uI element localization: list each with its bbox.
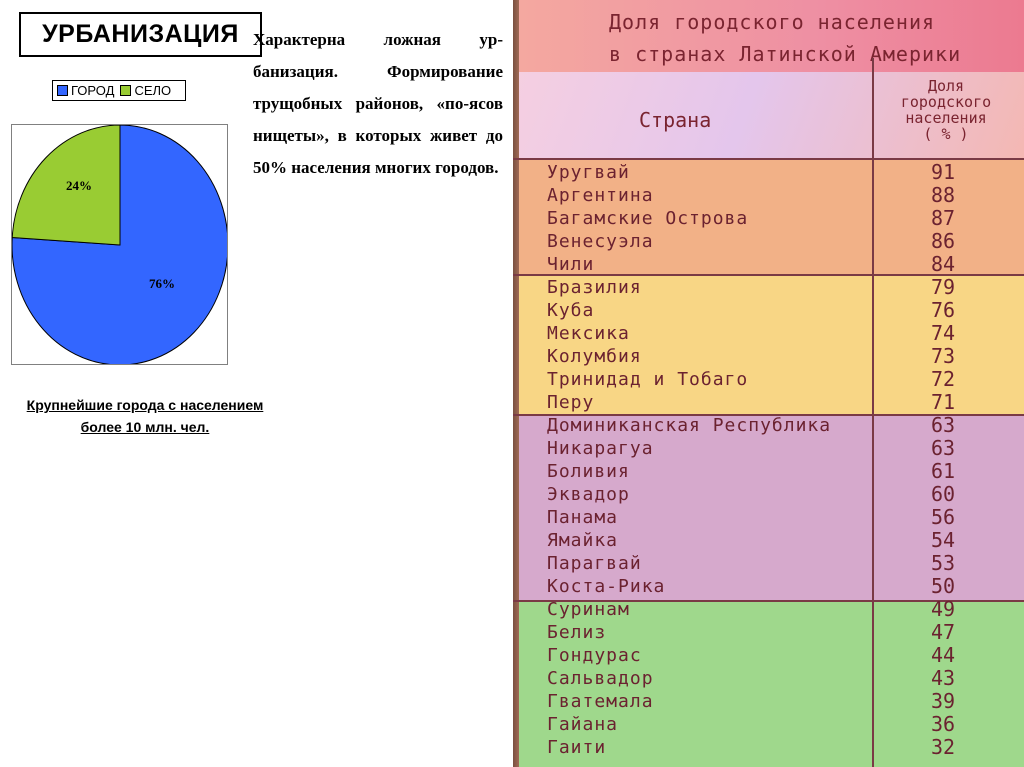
table-row-country: Боливия <box>547 461 630 482</box>
table-row-country: Колумбия <box>547 346 642 367</box>
table-row-country: Куба <box>547 300 595 321</box>
table-row-country: Ямайка <box>547 530 619 551</box>
legend-swatch-city <box>57 85 68 96</box>
pie-label-village: 24% <box>66 178 92 193</box>
table-title-line-2: в странах Латинской Америки <box>609 42 962 66</box>
table-row-value: 88 <box>930 183 956 207</box>
column-header-share-line-2: городского <box>900 93 992 111</box>
table-row-value: 72 <box>930 367 956 391</box>
table-row-country: Никарагуа <box>547 438 654 459</box>
column-header-share: Доля городского населения ( % ) <box>881 78 1011 142</box>
chart-legend: ГОРОД СЕЛО <box>52 80 186 101</box>
table-separator-2 <box>513 274 1024 276</box>
table-row-value: 87 <box>930 206 956 230</box>
table-row-value: 39 <box>930 689 956 713</box>
table-row-value: 53 <box>930 551 956 575</box>
table-row-value: 63 <box>930 436 956 460</box>
column-header-share-line-4: ( % ) <box>923 125 969 143</box>
cities-caption: Крупнейшие города с населением более 10 … <box>0 394 290 438</box>
table-row-value: 43 <box>930 666 956 690</box>
table-row-value: 71 <box>930 390 956 414</box>
legend-label-village: СЕЛО <box>134 83 172 98</box>
pie-slice-village <box>11 124 121 246</box>
table-row-country: Гайана <box>547 714 619 735</box>
table-row-country: Суринам <box>547 599 630 620</box>
table-row-country: Сальвадор <box>547 668 654 689</box>
table-row-country: Белиз <box>547 622 607 643</box>
slide-description: Характерна ложная ур-банизация. Формиров… <box>253 30 503 177</box>
caption-line-2: более 10 млн. чел. <box>80 419 210 435</box>
table-row-value: 91 <box>930 160 956 184</box>
table-row-country: Перу <box>547 392 595 413</box>
table-group-1 <box>519 158 1024 276</box>
table-row-country: Гватемала <box>547 691 654 712</box>
table-row-value: 79 <box>930 275 956 299</box>
table-row-value: 61 <box>930 459 956 483</box>
legend-item-village: СЕЛО <box>120 83 171 98</box>
table-row-value: 47 <box>930 620 956 644</box>
table-separator-3 <box>513 414 1024 416</box>
table-row-country: Тринидад и Тобаго <box>547 369 749 390</box>
table-row-country: Гондурас <box>547 645 642 666</box>
table-row-country: Коста-Рика <box>547 576 666 597</box>
table-row-value: 36 <box>930 712 956 736</box>
table-row-country: Доминиканская Республика <box>547 415 832 436</box>
table-row-value: 73 <box>930 344 956 368</box>
table-row-value: 56 <box>930 505 956 529</box>
table-title: Доля городского населения в странах Лати… <box>609 6 961 70</box>
table-title-line-1: Доля городского населения <box>609 10 936 34</box>
table-row-country: Гаити <box>547 737 607 758</box>
table-row-country: Парагвай <box>547 553 642 574</box>
table-group-4 <box>519 600 1024 767</box>
pie-chart-frame: 76% 24% <box>11 124 229 366</box>
pie-chart: 76% 24% <box>11 124 229 366</box>
pie-slice-city <box>11 124 229 366</box>
table-column-header: Страна Доля городского населения ( % ) <box>519 72 1024 158</box>
table-row-value: 60 <box>930 482 956 506</box>
table-group-2 <box>519 276 1024 414</box>
table-row-value: 54 <box>930 528 956 552</box>
table-row-value: 74 <box>930 321 956 345</box>
table-row-country: Бразилия <box>547 277 642 298</box>
table-row-value: 86 <box>930 229 956 253</box>
caption-line-1: Крупнейшие города с населением <box>26 397 264 413</box>
table-row-country: Панама <box>547 507 619 528</box>
pie-label-city: 76% <box>149 276 175 291</box>
table-row-country: Багамские Острова <box>547 208 749 229</box>
table-row-value: 44 <box>930 643 956 667</box>
slide-title: УРБАНИЗАЦИЯ <box>19 12 262 57</box>
table-row-value: 49 <box>930 597 956 621</box>
column-header-share-line-1: Доля <box>927 77 965 95</box>
table-row-country: Эквадор <box>547 484 630 505</box>
legend-label-city: ГОРОД <box>71 83 115 98</box>
table-row-country: Чили <box>547 254 595 275</box>
table-row-value: 50 <box>930 574 956 598</box>
table-separator-1 <box>513 158 1024 160</box>
legend-swatch-village <box>120 85 132 96</box>
table-title-area: Доля городского населения в странах Лати… <box>519 0 1024 72</box>
table-row-value: 32 <box>930 735 956 759</box>
table-row-country: Аргентина <box>547 185 654 206</box>
table-left-edge <box>513 158 519 767</box>
table-row-country: Уругвай <box>547 162 630 183</box>
legend-item-city: ГОРОД <box>57 83 114 98</box>
table-row-country: Мексика <box>547 323 630 344</box>
table-separator-4 <box>513 600 1024 602</box>
table-row-value: 76 <box>930 298 956 322</box>
table-row-value: 63 <box>930 413 956 437</box>
table-column-divider <box>872 58 874 767</box>
table-group-3 <box>519 414 1024 600</box>
table-row-value: 84 <box>930 252 956 276</box>
column-header-country: Страна <box>639 108 712 132</box>
table-row-country: Венесуэла <box>547 231 654 252</box>
column-header-share-line-3: населения <box>905 109 987 127</box>
